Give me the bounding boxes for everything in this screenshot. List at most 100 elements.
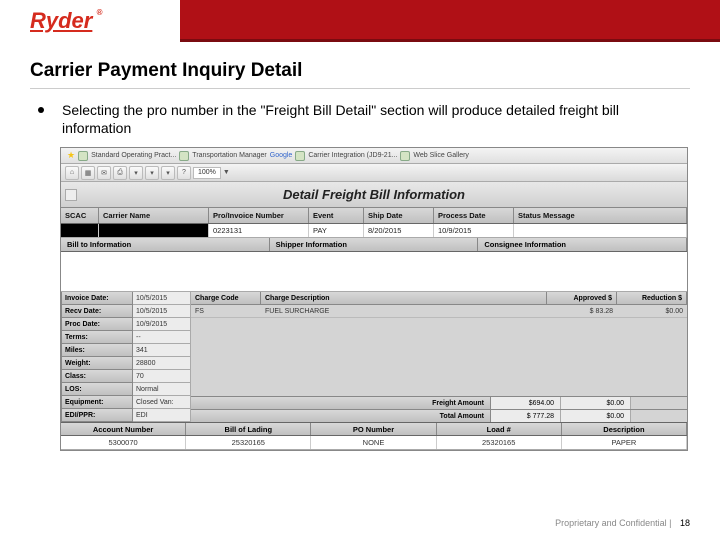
sec-shipper: Shipper Information [270, 238, 479, 251]
ch-approved: Approved $ [547, 292, 617, 304]
detail-label: EDI/PPR: [61, 409, 133, 422]
col-pro: Pro/Invoice Number [209, 208, 309, 223]
cell-carrier [99, 224, 209, 237]
app-title: Detail Freight Bill Information [283, 187, 465, 202]
cell-status [514, 224, 687, 237]
info-section-headers: Bill to Information Shipper Information … [61, 238, 687, 252]
favorites-star-icon: ★ [67, 150, 75, 161]
ryder-logo: Ryder [30, 8, 92, 34]
detail-labels-col: Invoice Date:Recv Date:Proc Date:Terms:M… [61, 292, 133, 422]
col-carrier: Carrier Name [99, 208, 209, 223]
bottom-data-row: 530007025320165NONE25320165PAPER [61, 436, 687, 450]
detail-label: Class: [61, 370, 133, 383]
detail-value: 10/5/2015 [133, 305, 191, 318]
cc-desc: FUEL SURCHARGE [261, 305, 547, 317]
detail-label: Miles: [61, 344, 133, 357]
help-icon[interactable]: ? [177, 166, 191, 180]
tab-label: Carrier Integration (JD9-21... [308, 152, 397, 159]
slide-footer: Proprietary and Confidential | 18 [555, 518, 690, 528]
col-ship: Ship Date [364, 208, 434, 223]
detail-label: Terms: [61, 331, 133, 344]
tab-label: Web Slice Gallery [413, 152, 469, 159]
bottom-cell: 25320165 [437, 436, 562, 449]
home-icon[interactable]: ⌂ [65, 166, 79, 180]
total-label: Freight Amount [191, 397, 491, 409]
detail-label: Proc Date: [61, 318, 133, 331]
app-title-bar: Detail Freight Bill Information [61, 182, 687, 208]
bottom-cell: 5300070 [61, 436, 186, 449]
tab-label: Google [270, 152, 293, 159]
bottom-cell: NONE [311, 436, 436, 449]
tab-icon [179, 151, 189, 161]
total-label: Total Amount [191, 410, 491, 422]
main-column-headers: SCAC Carrier Name Pro/Invoice Number Eve… [61, 208, 687, 224]
bottom-header: PO Number [311, 423, 436, 435]
slide-header: Ryder [0, 0, 720, 42]
cell-scac [61, 224, 99, 237]
detail-label: Equipment: [61, 396, 133, 409]
totals: Freight Amount$694.00$0.00Total Amount$ … [191, 396, 687, 422]
ch-desc: Charge Description [261, 292, 547, 304]
cc-approved: $ 83.28 [547, 305, 617, 317]
tools-icon[interactable]: ▾ [161, 166, 175, 180]
tab-icon [400, 151, 410, 161]
embedded-screenshot: ★ Standard Operating Pract... Transporta… [60, 147, 688, 451]
slide-body: Carrier Payment Inquiry Detail Selecting… [0, 42, 720, 451]
col-proc: Process Date [434, 208, 514, 223]
detail-label: Recv Date: [61, 305, 133, 318]
detail-value: 28800 [133, 357, 191, 370]
detail-values-col: 10/5/201510/5/201510/9/2015--3412880070N… [133, 292, 191, 422]
cc-code: FS [191, 305, 261, 317]
bottom-header: Description [562, 423, 687, 435]
print-icon[interactable]: ⎙ [113, 166, 127, 180]
charge-row: FS FUEL SURCHARGE $ 83.28 $0.00 [191, 305, 687, 318]
bottom-header: Bill of Lading [186, 423, 311, 435]
mail-icon[interactable]: ✉ [97, 166, 111, 180]
detail-label: Invoice Date: [61, 292, 133, 305]
detail-label: Weight: [61, 357, 133, 370]
bullet-text: Selecting the pro number in the "Freight… [62, 101, 690, 137]
total-row: Freight Amount$694.00$0.00 [191, 396, 687, 409]
sec-consignee: Consignee Information [478, 238, 687, 251]
detail-value: 70 [133, 370, 191, 383]
total-v2: $0.00 [561, 410, 631, 422]
red-accent-bar [180, 0, 720, 42]
detail-value: Closed Van: [133, 396, 191, 409]
page-icon[interactable]: ▾ [129, 166, 143, 180]
total-v2: $0.00 [561, 397, 631, 409]
cell-pro: 0223131 [209, 224, 309, 237]
feeds-icon[interactable]: ▦ [81, 166, 95, 180]
page-number: 18 [680, 518, 690, 528]
bottom-header: Account Number [61, 423, 186, 435]
detail-value: -- [133, 331, 191, 344]
col-status: Status Message [514, 208, 687, 223]
tab-icon [78, 151, 88, 161]
safety-icon[interactable]: ▾ [145, 166, 159, 180]
zoom-level[interactable]: 100% [193, 167, 221, 179]
data-row: 0223131 PAY 8/20/2015 10/9/2015 [61, 224, 687, 238]
bullet-marker [38, 107, 44, 113]
logo-section: Ryder [0, 0, 180, 42]
cell-ship: 8/20/2015 [364, 224, 434, 237]
bottom-cell: 25320165 [186, 436, 311, 449]
bottom-headers: Account NumberBill of LadingPO NumberLoa… [61, 422, 687, 436]
cc-reduction: $0.00 [617, 305, 687, 317]
bullet-item: Selecting the pro number in the "Freight… [30, 101, 690, 137]
detail-value: 10/9/2015 [133, 318, 191, 331]
ch-reduction: Reduction $ [617, 292, 687, 304]
detail-value: Normal [133, 383, 191, 396]
info-content-redacted [61, 252, 687, 292]
cell-event: PAY [309, 224, 364, 237]
detail-value: 10/5/2015 [133, 292, 191, 305]
zoom-dropdown-icon[interactable]: ▼ [223, 169, 230, 176]
detail-grid: Invoice Date:Recv Date:Proc Date:Terms:M… [61, 292, 687, 422]
col-event: Event [309, 208, 364, 223]
tab-icon [295, 151, 305, 161]
menu-icon[interactable] [65, 189, 77, 201]
slide-title: Carrier Payment Inquiry Detail [30, 60, 690, 89]
total-v1: $694.00 [491, 397, 561, 409]
detail-value: 341 [133, 344, 191, 357]
detail-label: LOS: [61, 383, 133, 396]
bottom-cell: PAPER [562, 436, 687, 449]
ie-command-bar: ⌂ ▦ ✉ ⎙ ▾ ▾ ▾ ? 100% ▼ [61, 164, 687, 182]
